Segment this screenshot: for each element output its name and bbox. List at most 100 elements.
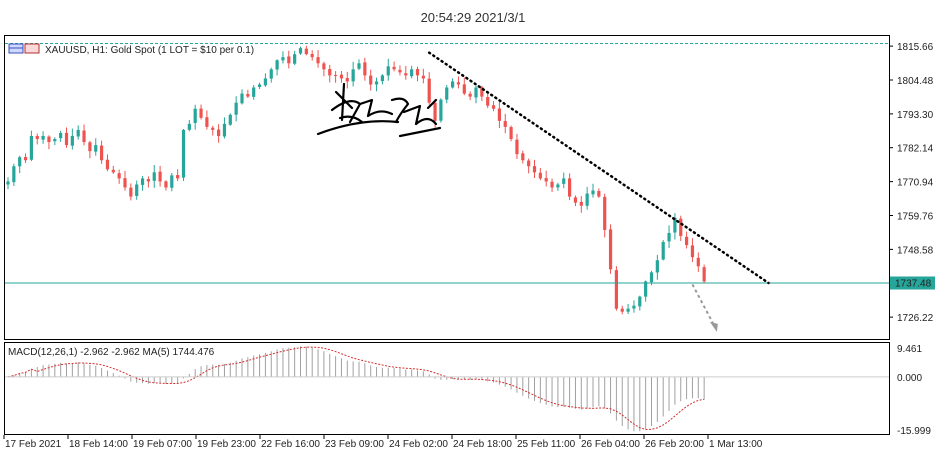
time-axis: 17 Feb 2021 18 Feb 14:00 19 Feb 07:00 19 Fe…	[3, 435, 763, 450]
bear-candle	[614, 270, 618, 309]
time-tick-label: 23 Feb 09:00	[325, 439, 384, 450]
signature-watermark	[316, 82, 442, 138]
bear-candle	[456, 82, 461, 85]
bear-candle	[503, 121, 507, 127]
bear-candle	[246, 93, 250, 97]
bear-candle	[421, 75, 425, 79]
bear-candle	[339, 74, 344, 79]
bear-candle	[328, 69, 332, 76]
macd-tick-label: 0.000	[897, 373, 922, 384]
bear-candle	[573, 197, 578, 203]
bull-candle	[293, 54, 297, 64]
bull-candle	[257, 84, 262, 87]
bear-candle	[532, 166, 537, 173]
bear-candle	[544, 178, 548, 182]
bear-candle	[334, 75, 338, 77]
bear-candle	[345, 78, 349, 82]
bear-candle	[398, 69, 402, 73]
bear-candle	[491, 105, 496, 109]
bear-candle	[515, 139, 519, 155]
timestamp: 20:54:29 2021/3/1	[420, 10, 526, 25]
bear-candle	[105, 159, 110, 170]
bear-candle	[620, 308, 624, 312]
bull-candle	[53, 139, 57, 142]
bear-candle	[316, 57, 320, 64]
overlay-layer	[5, 51, 889, 332]
projection-arrow-head	[709, 321, 718, 332]
bear-candle	[462, 84, 466, 94]
bull-candle	[632, 305, 636, 309]
price-tick-label: 1726.22	[897, 313, 934, 324]
bear-candle	[23, 157, 28, 161]
macd-axis: 9.461 0.000 -15.999	[897, 344, 931, 437]
bull-candle	[12, 166, 16, 183]
candles-layer	[6, 45, 706, 315]
bull-candle	[275, 60, 279, 70]
bull-candle	[661, 242, 665, 260]
bull-candle	[386, 66, 390, 76]
bear-candle	[322, 63, 326, 70]
bear-candle	[117, 173, 121, 179]
bear-candle	[123, 178, 127, 188]
bear-candle	[427, 78, 431, 103]
time-tick-label: 25 Feb 11:00	[517, 439, 576, 450]
bull-candle	[445, 87, 449, 100]
price-tick-label: 1770.94	[897, 178, 934, 189]
time-tick-label: 26 Feb 20:00	[645, 439, 704, 450]
bull-candle	[263, 78, 267, 86]
bull-candle	[140, 178, 145, 185]
current-price-tag: 1737.48	[890, 276, 935, 290]
bull-candle	[152, 172, 156, 181]
projection-arrow[interactable]	[691, 283, 715, 326]
bear-candle	[696, 257, 700, 267]
bear-candle	[100, 145, 104, 161]
price-tick-label: 1748.58	[897, 245, 934, 256]
time-tick-label: 18 Feb 14:00	[69, 439, 128, 450]
bull-candle	[351, 69, 355, 82]
bear-candle	[509, 127, 513, 140]
bear-candle	[217, 129, 221, 136]
bull-candle	[591, 190, 595, 195]
bear-candle	[521, 153, 525, 161]
bear-candle	[164, 181, 168, 188]
bull-candle	[562, 178, 566, 184]
macd-tick-label: -15.999	[897, 426, 931, 437]
bear-candle	[690, 245, 695, 258]
bear-candle	[310, 53, 314, 58]
bull-candle	[380, 75, 384, 82]
bear-candle	[287, 56, 291, 64]
bull-candle	[281, 57, 285, 61]
bear-candle	[64, 132, 69, 146]
time-tick-label: 24 Feb 02:00	[389, 439, 448, 450]
price-axis: 1815.66 1804.48 1793.30 1782.14 1770.94 1759.…	[889, 42, 934, 324]
macd-signal-line	[7, 346, 705, 430]
bear-candle	[550, 181, 554, 188]
bull-candle	[193, 108, 197, 123]
bull-candle	[474, 87, 478, 98]
trend-line[interactable]	[427, 51, 770, 285]
bull-candle	[76, 129, 80, 137]
bear-candle	[480, 86, 484, 97]
macd-tick-label: 9.461	[897, 344, 922, 355]
bear-candle	[702, 267, 706, 282]
bull-candle	[135, 184, 139, 196]
bear-candle	[579, 201, 583, 206]
bull-candle	[673, 217, 677, 233]
bear-candle	[205, 117, 209, 127]
bear-candle	[433, 102, 437, 121]
bull-candle	[18, 157, 22, 167]
symbol-label: XAUUSD, H1: Gold Spot (1 LOT = $10 per 0…	[45, 45, 254, 56]
bull-candle	[269, 69, 273, 79]
price-tick-label: 1759.76	[897, 211, 934, 222]
time-tick-label: 24 Feb 18:00	[453, 439, 512, 450]
bull-candle	[374, 81, 379, 85]
bull-candle	[439, 99, 443, 121]
bull-candle	[222, 123, 227, 137]
main-pane-border	[4, 35, 890, 340]
bull-candle	[649, 272, 654, 283]
price-tick-label: 1793.30	[897, 110, 934, 121]
bull-candle	[187, 123, 191, 130]
bull-candle	[252, 87, 256, 97]
bull-candle	[29, 135, 33, 160]
